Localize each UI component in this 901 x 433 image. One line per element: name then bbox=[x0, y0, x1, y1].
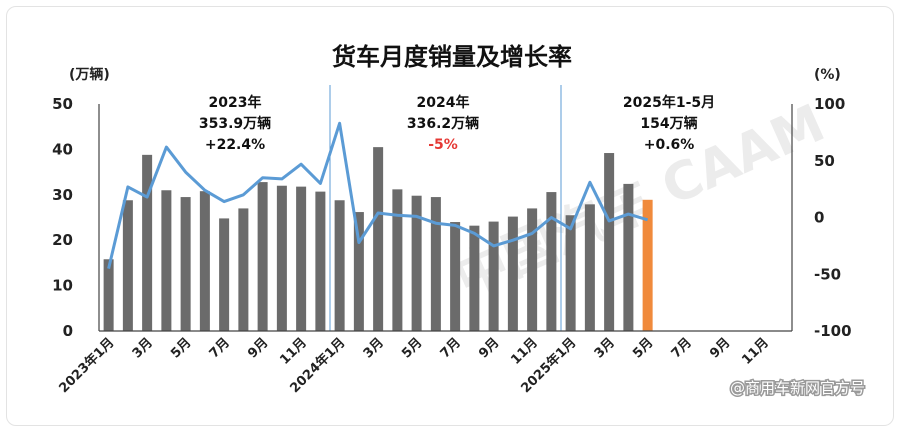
bar bbox=[238, 208, 249, 331]
footer-text: @商用车新网官方号 bbox=[730, 379, 865, 397]
footer-watermark: @商用车新网官方号 bbox=[728, 378, 866, 399]
x-tick-label: 5月 bbox=[399, 335, 425, 361]
x-tick-label: 2023年1月 bbox=[56, 335, 118, 397]
bar bbox=[488, 221, 499, 331]
bar bbox=[527, 208, 538, 331]
left-axis-unit: (万辆) bbox=[69, 66, 110, 83]
bar-series bbox=[103, 147, 653, 331]
x-tick-label: 3月 bbox=[130, 335, 156, 361]
bar bbox=[546, 192, 557, 331]
bar bbox=[142, 154, 153, 331]
year-annotations: 2023年 353.9万辆 +22.4% 2024年 336.2万辆 -5% 2025年1-… bbox=[199, 94, 715, 153]
bar bbox=[623, 183, 634, 331]
annotation-line: 154万辆 bbox=[640, 115, 697, 132]
left-tick-label: 20 bbox=[52, 231, 73, 249]
right-tick-label: 50 bbox=[814, 152, 835, 170]
bar bbox=[565, 215, 576, 331]
bar bbox=[469, 225, 480, 331]
x-tick-label: 11月 bbox=[508, 335, 541, 368]
bar bbox=[353, 212, 364, 331]
annotation-line: 2024年 bbox=[417, 94, 470, 111]
x-tick-label: 5月 bbox=[168, 335, 194, 361]
x-tick-label: 9月 bbox=[476, 335, 502, 361]
annotation-line: 2023年 bbox=[209, 94, 262, 111]
right-axis-unit: (%) bbox=[814, 67, 841, 83]
bar bbox=[257, 182, 268, 331]
annotation-line: 336.2万辆 bbox=[407, 115, 479, 132]
bar bbox=[219, 218, 230, 331]
chart-card: 中国汽车 CAAM 货车月度销量及增长率 (万辆) (%) 0 10 20 30 40 5… bbox=[6, 6, 894, 426]
bar bbox=[411, 195, 422, 331]
left-tick-label: 50 bbox=[52, 95, 73, 113]
left-tick-label: 40 bbox=[52, 140, 73, 158]
bar bbox=[296, 186, 307, 331]
right-axis-ticks: -100 -50 0 50 100 bbox=[814, 95, 852, 340]
bar bbox=[334, 200, 345, 331]
x-tick-label: 3月 bbox=[592, 335, 618, 361]
right-tick-label: 100 bbox=[814, 95, 845, 113]
bar bbox=[103, 259, 114, 331]
x-tick-label: 7月 bbox=[438, 335, 464, 361]
bar bbox=[507, 216, 518, 331]
x-tick-label: 11月 bbox=[739, 335, 772, 368]
right-tick-label: -50 bbox=[814, 265, 841, 283]
annotation-line: 353.9万辆 bbox=[199, 115, 271, 132]
bar bbox=[450, 222, 461, 331]
x-tick-label: 7月 bbox=[669, 335, 695, 361]
growth-line bbox=[107, 121, 649, 269]
bar bbox=[161, 190, 172, 331]
left-axis-ticks: 0 10 20 30 40 50 bbox=[52, 95, 73, 340]
x-tick-label: 3月 bbox=[361, 335, 387, 361]
x-tick-label: 9月 bbox=[707, 335, 733, 361]
bar bbox=[604, 153, 615, 331]
annotation-line: +0.6% bbox=[644, 137, 695, 153]
bar bbox=[392, 189, 403, 331]
bar bbox=[584, 204, 595, 331]
year-separators bbox=[329, 85, 562, 331]
bar bbox=[199, 191, 210, 331]
annotation-line: 2025年1-5月 bbox=[623, 94, 715, 111]
left-tick-label: 0 bbox=[63, 322, 73, 340]
x-tick-label: 9月 bbox=[245, 335, 271, 361]
growth-line-series bbox=[107, 121, 649, 269]
left-tick-label: 30 bbox=[52, 186, 73, 204]
bar bbox=[430, 197, 441, 331]
bar bbox=[180, 197, 191, 331]
bar bbox=[276, 185, 287, 331]
bar bbox=[642, 199, 653, 331]
sales-chart: 中国汽车 CAAM 货车月度销量及增长率 (万辆) (%) 0102030405… bbox=[52, 43, 866, 399]
right-tick-label: -100 bbox=[814, 322, 852, 340]
axes bbox=[98, 104, 793, 332]
x-tick-label: 5月 bbox=[630, 335, 656, 361]
x-tick-label: 7月 bbox=[207, 335, 233, 361]
x-tick-label: 11月 bbox=[277, 335, 310, 368]
right-tick-label: 0 bbox=[814, 209, 824, 227]
bar bbox=[315, 191, 326, 331]
annotation-line: +22.4% bbox=[205, 137, 265, 153]
left-tick-label: 10 bbox=[52, 277, 73, 295]
chart-title: 货车月度销量及增长率 bbox=[332, 43, 572, 71]
annotation-line: -5% bbox=[428, 137, 458, 153]
bar bbox=[122, 200, 133, 331]
bar bbox=[373, 147, 384, 331]
